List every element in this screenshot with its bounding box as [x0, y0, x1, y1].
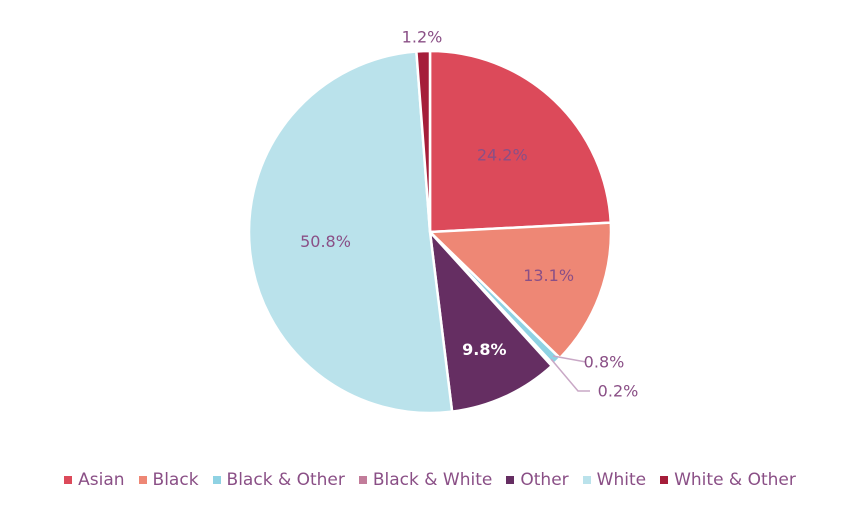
leader-line-black-and-other: [552, 355, 587, 363]
legend-swatch-other: [506, 476, 515, 484]
pie-slice-asian: [428, 49, 613, 234]
pie-slice-other: [428, 230, 553, 413]
legend-label-other: Other: [520, 470, 569, 490]
legend-label-asian: Asian: [78, 470, 125, 490]
legend-item-black: Black: [138, 470, 199, 490]
legend-swatch-black-and-white: [358, 476, 367, 484]
data-label-white: 50.8%: [300, 232, 351, 251]
chart-legend: Asian Black Black & Other Black & White Othe…: [0, 470, 860, 490]
data-label-asian: 24.2%: [477, 145, 528, 164]
pie-slice-black: [428, 221, 613, 360]
data-label-other: 9.8%: [462, 340, 506, 359]
legend-item-white: White: [582, 470, 647, 490]
legend-item-white-and-other: White & Other: [660, 470, 796, 490]
data-label-black-and-white: 0.2%: [598, 382, 639, 401]
legend-swatch-white-and-other: [660, 476, 669, 484]
legend-label-white-and-other: White & Other: [674, 470, 796, 490]
data-label-black-and-other: 0.8%: [584, 353, 625, 372]
legend-label-black-and-other: Black & Other: [226, 470, 345, 490]
legend-label-white: White: [596, 470, 647, 490]
legend-item-black-and-other: Black & Other: [212, 470, 345, 490]
legend-swatch-black: [138, 476, 147, 484]
legend-swatch-asian: [64, 476, 73, 484]
legend-swatch-black-and-other: [212, 476, 221, 484]
pie-slice-white-and-other: [415, 49, 432, 234]
legend-label-black: Black: [152, 470, 199, 490]
legend-item-black-and-white: Black & White: [358, 470, 493, 490]
legend-label-black-and-white: Black & White: [372, 470, 493, 490]
pie-slice-white: [247, 50, 454, 415]
legend-item-other: Other: [506, 470, 569, 490]
data-label-black: 13.1%: [523, 266, 574, 285]
leader-line-black-and-white: [550, 358, 590, 392]
data-label-white-and-other: 1.2%: [402, 28, 443, 47]
legend-item-asian: Asian: [64, 470, 125, 490]
pie-plot-area: 24.2% 13.1% 0.8% 0.2% 9.8% 50.8% 1.2%: [247, 28, 639, 415]
legend-swatch-white: [582, 476, 591, 484]
